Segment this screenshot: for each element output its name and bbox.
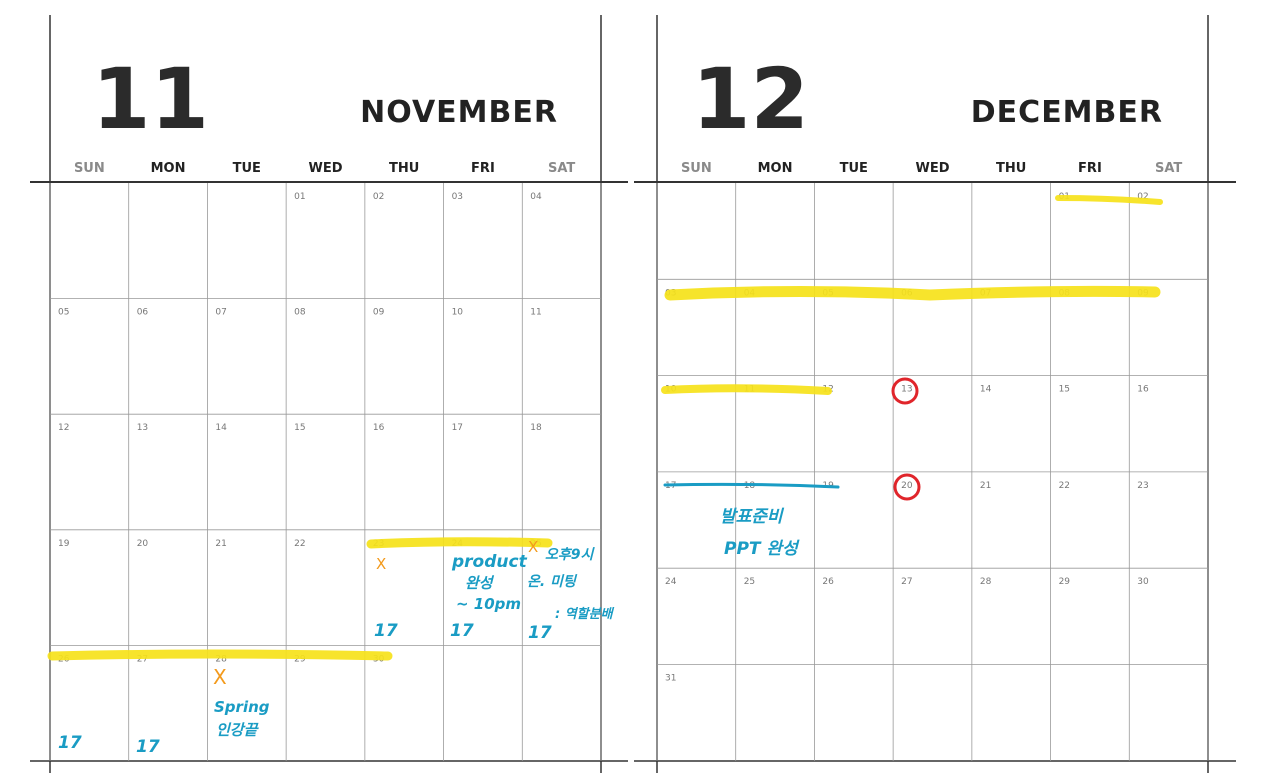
x-mark-nov-23: X xyxy=(376,555,386,573)
note-dec-2: PPT 완성 xyxy=(724,539,800,559)
november-day-06: 06 xyxy=(137,308,149,318)
x-mark-nov-28: X xyxy=(213,665,227,689)
mark-nov-sat: 17 xyxy=(528,623,552,643)
mark-nov-fri: 17 xyxy=(450,621,474,641)
december-day-20: 20 xyxy=(901,481,913,491)
december-day-28: 28 xyxy=(980,577,992,587)
november-weekday-tue: TUE xyxy=(233,161,261,176)
november-day-22: 22 xyxy=(294,539,305,549)
december-weekday-thu: THU xyxy=(996,161,1026,176)
strike-dec-17-19 xyxy=(663,482,840,489)
november-day-16: 16 xyxy=(373,423,385,433)
december-day-27: 27 xyxy=(901,577,912,587)
note-dec-1: 발표준비 xyxy=(720,507,785,527)
highlight-nov-23-25 xyxy=(366,537,553,549)
mark-nov-mon: 17 xyxy=(136,737,160,757)
november-day-03: 03 xyxy=(452,192,463,202)
december-day-24: 24 xyxy=(665,577,677,587)
december-day-25: 25 xyxy=(744,577,755,587)
note-product-3: ~ 10pm xyxy=(456,595,521,613)
november-weekday-thu: THU xyxy=(389,161,419,176)
november-day-02: 02 xyxy=(373,192,384,202)
november-weekday-sun: SUN xyxy=(74,161,105,176)
note-sat-3: : 역할분배 xyxy=(555,606,615,622)
november-day-20: 20 xyxy=(137,539,149,549)
december-day-13: 13 xyxy=(901,385,912,395)
december-day-15: 15 xyxy=(1059,385,1070,395)
november-weekday-wed: WED xyxy=(308,161,342,176)
november-day-19: 19 xyxy=(58,539,70,549)
november-day-14: 14 xyxy=(215,423,227,433)
december-weekday-wed: WED xyxy=(915,161,949,176)
december-day-22: 22 xyxy=(1059,481,1070,491)
highlight-dec-01-02 xyxy=(1055,195,1163,205)
note-spring-2: 인강끝 xyxy=(216,721,260,739)
mark-nov-thu: 17 xyxy=(374,621,398,641)
note-sat-1: 오후9시 xyxy=(545,547,596,563)
november-day-08: 08 xyxy=(294,308,306,318)
november-day-01: 01 xyxy=(294,192,305,202)
november-day-12: 12 xyxy=(58,423,69,433)
november-day-15: 15 xyxy=(294,423,305,433)
note-spring-1: Spring xyxy=(214,698,270,716)
november-day-21: 21 xyxy=(215,539,226,549)
circle-dec-20 xyxy=(893,473,921,501)
highlight-nov-26-30 xyxy=(47,649,393,661)
december-day-30: 30 xyxy=(1137,577,1149,587)
december-day-02: 02 xyxy=(1137,192,1148,202)
november-day-28: 28 xyxy=(215,654,227,664)
november-day-27: 27 xyxy=(137,654,148,664)
december-weekday-sun: SUN xyxy=(681,161,712,176)
x-mark-nov-25: X xyxy=(528,538,538,556)
x-marks: X X X xyxy=(213,538,538,689)
mark-nov-sun: 17 xyxy=(58,733,82,753)
highlighter-marks xyxy=(47,195,1163,661)
red-circles xyxy=(891,377,921,501)
november-weekday-mon: MON xyxy=(151,161,186,176)
november-month-name: NOVEMBER xyxy=(360,95,558,130)
november-month-number: 11 xyxy=(92,50,209,148)
november-day-05: 05 xyxy=(58,308,69,318)
november-day-09: 09 xyxy=(373,308,385,318)
december-month-number: 12 xyxy=(692,50,809,148)
december-weekday-sat: SAT xyxy=(1155,161,1182,176)
november-day-29: 29 xyxy=(294,654,306,664)
circle-dec-13 xyxy=(891,377,919,405)
november-day-04: 04 xyxy=(530,192,542,202)
november-weekday-sat: SAT xyxy=(548,161,575,176)
highlight-dec-10-12 xyxy=(661,384,832,395)
november-day-07: 07 xyxy=(215,308,226,318)
december-day-21: 21 xyxy=(980,481,991,491)
december-day-16: 16 xyxy=(1137,385,1149,395)
highlight-dec-03-09 xyxy=(664,285,1161,301)
november-day-17: 17 xyxy=(452,423,463,433)
note-product: product xyxy=(451,552,528,572)
november-weekday-fri: FRI xyxy=(471,161,495,176)
november-day-13: 13 xyxy=(137,423,148,433)
november-day-11: 11 xyxy=(530,308,541,318)
pen-notes: product 완성 ~ 10pm 오후9시 온. 미팅 : 역할분배 17 1… xyxy=(58,507,800,757)
december-month-name: DECEMBER xyxy=(971,95,1163,130)
december-day-29: 29 xyxy=(1059,577,1071,587)
note-product-2: 완성 xyxy=(465,574,495,592)
note-sat-2: 온. 미팅 xyxy=(527,574,578,590)
december-day-31: 31 xyxy=(665,674,676,684)
december-day-14: 14 xyxy=(980,385,992,395)
december-weekday-tue: TUE xyxy=(840,161,868,176)
november-day-10: 10 xyxy=(452,308,464,318)
december-day-26: 26 xyxy=(822,577,834,587)
december-weekday-mon: MON xyxy=(758,161,793,176)
december-day-23: 23 xyxy=(1137,481,1148,491)
november-day-18: 18 xyxy=(530,423,542,433)
pen-strike xyxy=(663,482,840,489)
december-weekday-fri: FRI xyxy=(1078,161,1102,176)
